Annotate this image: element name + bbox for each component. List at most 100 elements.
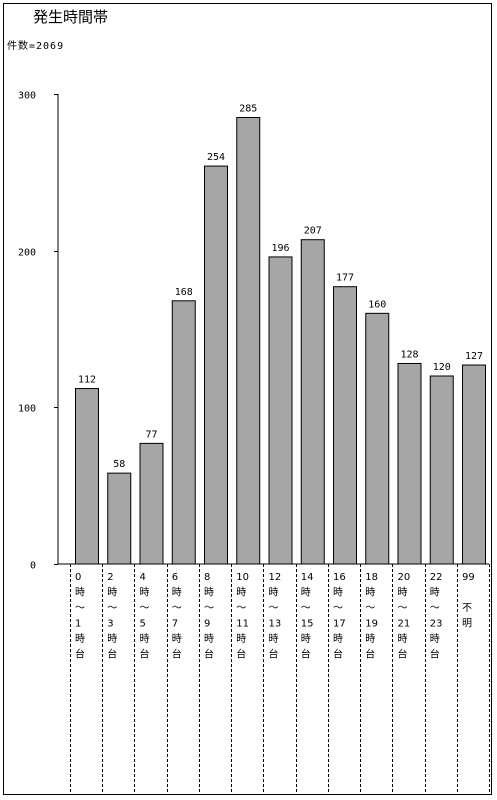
category-label: ～ <box>236 603 246 614</box>
bar <box>397 362 422 565</box>
category-label: 台 <box>75 648 85 661</box>
bar <box>171 300 196 565</box>
category-label: 99 <box>462 572 475 583</box>
category-label: 時 <box>301 587 311 599</box>
category-label: 時 <box>140 633 150 645</box>
category-label: 台 <box>172 648 182 661</box>
category-label: 時 <box>107 587 117 599</box>
category-label: 時 <box>107 633 117 645</box>
category-label: ～ <box>140 603 150 614</box>
category-label: 2 <box>107 572 113 583</box>
bar <box>107 472 132 565</box>
category-label: 不 <box>462 603 472 614</box>
category-label: 3 <box>107 619 113 630</box>
bar <box>75 388 99 565</box>
category-label: ～ <box>365 603 375 614</box>
bar <box>268 256 293 565</box>
category-label: ～ <box>301 603 311 614</box>
bar <box>236 117 261 565</box>
category-label: 12 <box>269 572 282 583</box>
category-label: 時 <box>204 587 214 599</box>
category-label: 時 <box>398 587 408 599</box>
category-label: 時 <box>398 633 408 645</box>
category-label: 17 <box>333 619 346 630</box>
data-label: 207 <box>304 226 322 237</box>
category-label: 22 <box>430 572 443 583</box>
category-label: 時 <box>301 633 311 645</box>
category-label: 4 <box>140 572 146 583</box>
bar <box>365 312 390 565</box>
category-label: 1 <box>75 619 81 630</box>
category-label: 台 <box>107 648 117 661</box>
bar <box>300 239 325 565</box>
category-label: 時 <box>269 587 279 599</box>
category-label: 時 <box>333 587 343 599</box>
category-label: 13 <box>269 619 282 630</box>
category-label: 時 <box>236 587 246 599</box>
data-label: 112 <box>78 375 96 386</box>
category-label: 時 <box>365 587 375 599</box>
category-label: 時 <box>172 587 182 599</box>
category-label: ～ <box>75 603 85 614</box>
category-label: 時 <box>75 633 85 645</box>
y-tick-label: 200 <box>18 248 36 259</box>
data-label: 285 <box>239 104 257 115</box>
category-label: 時 <box>172 633 182 645</box>
category-label: 時 <box>430 633 440 645</box>
bar <box>333 286 357 565</box>
category-label: 14 <box>301 572 314 583</box>
category-label: 時 <box>333 633 343 645</box>
category-label: 時 <box>365 633 375 645</box>
category-label: 時 <box>75 587 85 599</box>
category-label: 時 <box>204 633 214 645</box>
y-tick-label: 0 <box>30 561 36 572</box>
category-label: 9 <box>204 619 210 630</box>
data-label: 127 <box>465 351 483 362</box>
category-label: 台 <box>204 648 214 661</box>
category-label: 7 <box>172 619 178 630</box>
category-label: 時 <box>236 633 246 645</box>
category-label: 15 <box>301 619 314 630</box>
category-label: 18 <box>365 572 378 583</box>
category-label: 台 <box>365 648 375 661</box>
category-label: 5 <box>140 619 146 630</box>
category-label: 台 <box>398 648 408 661</box>
data-label: 77 <box>145 429 157 440</box>
category-label: 台 <box>140 648 150 661</box>
category-label: ～ <box>269 603 279 614</box>
category-label: ～ <box>172 603 182 614</box>
category-label: 台 <box>236 648 246 661</box>
category-label: 19 <box>365 619 378 630</box>
category-label: 台 <box>333 648 343 661</box>
data-label: 168 <box>175 287 193 298</box>
data-label: 58 <box>113 459 125 470</box>
category-label: ～ <box>398 603 408 614</box>
category-label: 11 <box>236 619 249 630</box>
chart-title: 発生時間帯 <box>33 8 109 26</box>
category-label: 0 <box>75 572 81 583</box>
category-label: 10 <box>236 572 249 583</box>
data-label: 128 <box>400 349 418 360</box>
category-label: 台 <box>269 648 279 661</box>
chart-frame <box>3 3 492 795</box>
category-label: 台 <box>430 648 440 661</box>
bar <box>462 364 486 565</box>
total-count: 件数=2069 <box>7 41 65 52</box>
category-label: 8 <box>204 572 210 583</box>
category-label: 時 <box>269 633 279 645</box>
y-tick-label: 100 <box>18 404 36 415</box>
category-label: 21 <box>398 619 411 630</box>
data-label: 160 <box>368 299 386 310</box>
data-label: 177 <box>336 273 354 284</box>
bar <box>204 165 228 565</box>
category-label: 6 <box>172 572 178 583</box>
category-label: 16 <box>333 572 346 583</box>
category-label: 明 <box>462 618 472 630</box>
data-label: 196 <box>271 243 289 254</box>
data-label: 120 <box>433 362 451 373</box>
bar <box>429 375 454 565</box>
data-label: 254 <box>207 152 225 163</box>
category-label: 台 <box>301 648 311 661</box>
category-label: ～ <box>107 603 117 614</box>
